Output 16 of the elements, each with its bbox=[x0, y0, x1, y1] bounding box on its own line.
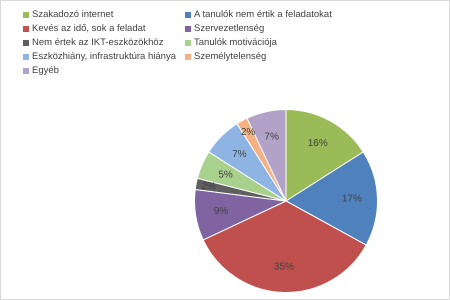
data-label: 17% bbox=[342, 194, 362, 205]
data-label: 35% bbox=[274, 262, 294, 273]
data-label: 7% bbox=[232, 149, 247, 160]
legend-label: Személytelenség bbox=[194, 51, 266, 62]
legend-label: Eszközhiány, infrastruktúra hiánya bbox=[32, 51, 176, 62]
legend-label: Szakadozó internet bbox=[32, 9, 114, 20]
legend-label: Nem értek az IKT-eszközökhöz bbox=[32, 37, 164, 48]
data-label: 7% bbox=[264, 131, 279, 142]
legend-label: Egyéb bbox=[32, 65, 59, 76]
legend-label: Kevés az idő, sok a feladat bbox=[32, 23, 146, 34]
legend-label: Szervezetlenség bbox=[194, 23, 264, 34]
legend-label: Tanulók motivációja bbox=[194, 37, 277, 48]
data-label: 9% bbox=[214, 206, 228, 218]
data-label: 5% bbox=[218, 170, 233, 181]
legend-label: A tanulók nem értik a feladatokat bbox=[194, 9, 332, 20]
data-label: 16% bbox=[308, 138, 328, 150]
